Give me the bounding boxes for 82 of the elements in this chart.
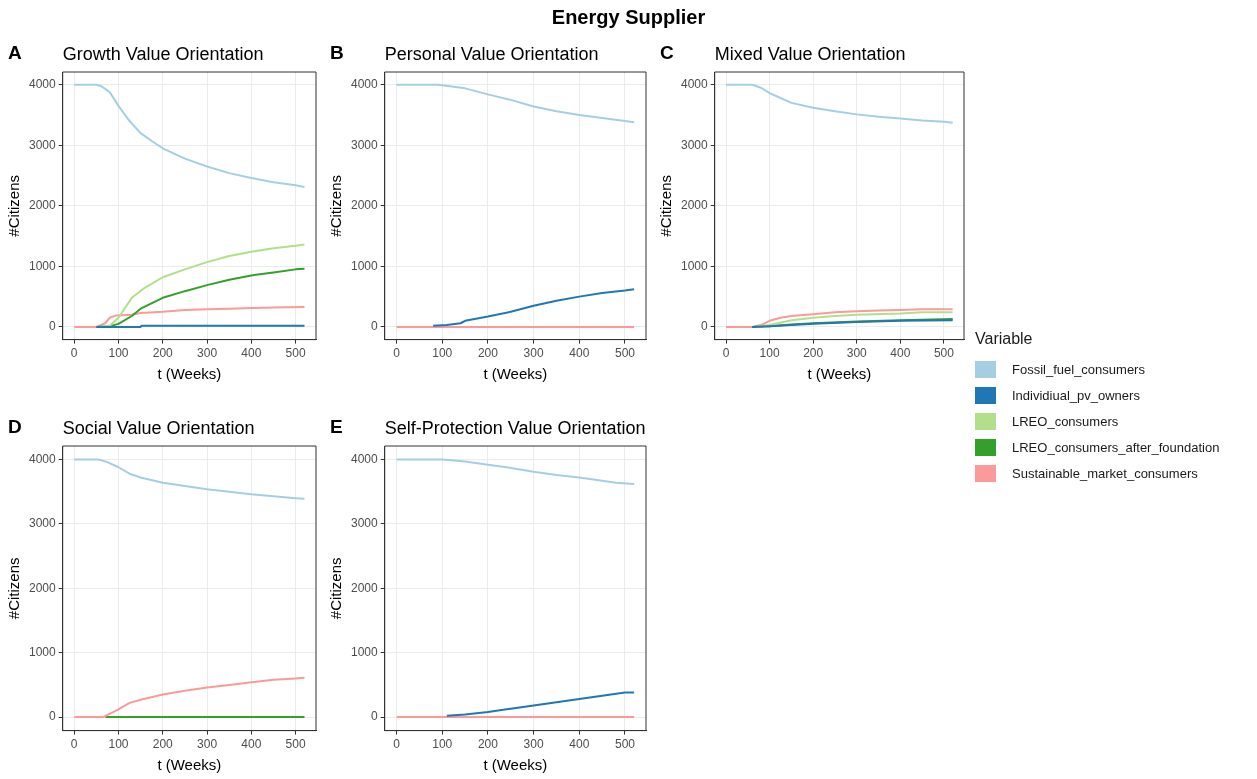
x-tick-label: 400 (890, 346, 911, 361)
y-tick-label: 3000 (28, 137, 57, 152)
x-tick-label: 300 (197, 346, 218, 361)
y-tick-label: 3000 (350, 516, 379, 531)
y-tick-label: 4000 (680, 77, 709, 92)
x-tick-label: 400 (241, 737, 262, 752)
y-tick-label: 0 (49, 319, 57, 334)
x-tick-label: 400 (569, 737, 590, 752)
text: C (660, 42, 674, 64)
legend-label: Sustainable_market_consumers (1012, 465, 1198, 481)
y-tick-label: 0 (371, 319, 379, 334)
x-tick-label: 0 (70, 737, 78, 752)
text: A (8, 42, 22, 64)
x-tick-label: 0 (722, 346, 730, 361)
x-tick-label: 400 (241, 346, 262, 361)
x-tick-label: 500 (285, 737, 306, 752)
y-axis-title: #Citizens (5, 174, 23, 237)
y-axis-title: #Citizens (327, 557, 345, 620)
chart-title: Growth Value Orientation (62, 44, 264, 64)
y-tick-label: 2000 (28, 580, 57, 595)
y-tick-label: 3000 (28, 516, 57, 531)
y-tick-label: 4000 (28, 77, 57, 92)
x-tick-label: 300 (523, 346, 544, 361)
x-tick-label: 300 (523, 737, 544, 752)
x-tick-label: 500 (285, 346, 306, 361)
x-tick-label: 0 (393, 737, 401, 752)
x-tick-label: 200 (477, 346, 499, 361)
legend-label: LREO_consumers_after_foundation (1012, 439, 1220, 455)
x-tick-label: 0 (70, 346, 78, 361)
legend-label: LREO_consumers (1012, 413, 1119, 429)
x-axis-title: t (Weeks) (157, 756, 222, 774)
y-tick-label: 2000 (350, 198, 379, 213)
text: B (330, 42, 344, 64)
x-axis-title: t (Weeks) (157, 365, 222, 383)
y-tick-label: 3000 (680, 137, 709, 152)
x-tick-label: 100 (432, 737, 453, 752)
y-axis-title: #Citizens (327, 174, 345, 237)
x-tick-label: 100 (759, 346, 780, 361)
x-tick-label: 200 (152, 346, 174, 361)
x-tick-label: 200 (477, 737, 499, 752)
x-tick-label: 400 (569, 346, 590, 361)
y-axis-title: #Citizens (657, 174, 675, 237)
y-tick-label: 0 (371, 709, 379, 724)
y-tick-label: 2000 (28, 198, 57, 213)
x-tick-label: 500 (614, 346, 636, 361)
x-tick-label: 100 (432, 346, 453, 361)
y-tick-label: 4000 (350, 77, 379, 92)
x-tick-label: 0 (393, 346, 401, 361)
x-axis-title: t (Weeks) (483, 756, 548, 774)
x-tick-label: 200 (152, 737, 174, 752)
y-tick-label: 3000 (350, 137, 379, 152)
x-tick-label: 100 (108, 346, 129, 361)
chart-title: Social Value Orientation (62, 418, 255, 438)
y-tick-label: 0 (49, 709, 57, 724)
text: D (8, 416, 22, 438)
x-tick-label: 300 (846, 346, 868, 361)
y-tick-label: 1000 (350, 645, 379, 659)
y-tick-label: 2000 (350, 580, 379, 595)
y-tick-label: 2000 (680, 198, 709, 213)
text: Energy Supplier (550, 6, 707, 29)
y-tick-label: 1000 (28, 258, 57, 273)
chart-title: Personal Value Orientation (384, 44, 599, 64)
y-tick-label: 0 (701, 319, 709, 334)
y-tick-label: 4000 (28, 451, 57, 466)
legend-label: Individiual_pv_owners (1012, 387, 1140, 403)
y-tick-label: 1000 (680, 258, 709, 273)
legend-label: Fossil_fuel_consumers (1012, 361, 1145, 377)
chart-title: Self-Protection Value Orientation (384, 418, 646, 438)
y-tick-label: 1000 (350, 258, 379, 273)
x-tick-label: 200 (803, 346, 824, 361)
legend-title: Variable (975, 330, 1034, 348)
chart-title: Mixed Value Orientation (714, 44, 906, 64)
y-axis-title: #Citizens (5, 557, 23, 620)
x-axis-title: t (Weeks) (807, 365, 872, 383)
text: E (330, 416, 343, 438)
x-axis-title: t (Weeks) (483, 365, 548, 383)
x-tick-label: 500 (614, 737, 636, 752)
x-tick-label: 500 (933, 346, 955, 361)
y-tick-label: 1000 (28, 645, 57, 659)
x-tick-label: 100 (108, 737, 129, 752)
y-tick-label: 4000 (350, 451, 379, 466)
x-tick-label: 300 (197, 737, 218, 752)
